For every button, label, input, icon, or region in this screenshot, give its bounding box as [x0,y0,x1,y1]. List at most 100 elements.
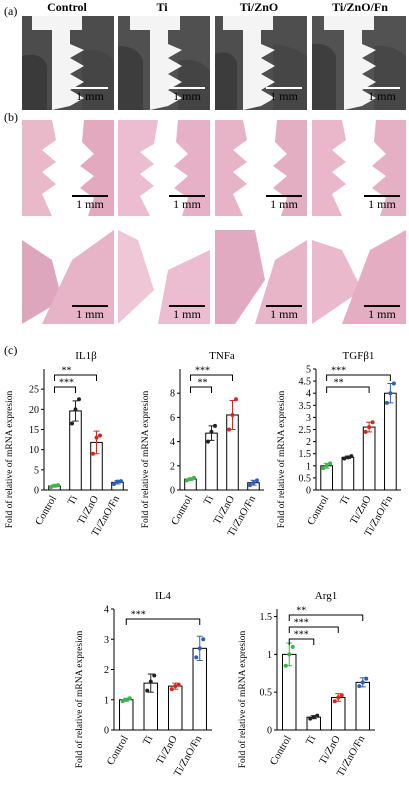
data-point [119,479,123,484]
data-point [120,699,125,704]
y-tick-label: 10 [29,445,39,456]
scale-bar-label: 1 mm [368,197,396,211]
y-axis-label: Fold of relative of mRNA expresion [237,631,248,769]
significance-label: *** [294,618,309,629]
significance-bracket [190,374,233,381]
data-point [251,480,256,485]
ct-image-ti-zno [215,16,307,110]
y-tick-label: 4 [170,437,175,448]
data-point [308,716,313,721]
scale-bar-label: 1 mm [173,197,201,211]
y-axis-label: Fold of relative of mRNA expresion [74,631,85,769]
data-point [248,483,252,488]
data-point [169,687,174,692]
chart-title: IL1β [75,350,97,362]
data-point [364,676,369,681]
significance-label: ** [296,606,306,617]
x-tick-label: Control [170,494,196,527]
ct-implant-graphic [215,16,307,110]
histology-overview-ti [118,120,210,216]
data-point [345,455,350,460]
x-tick-label: Control [268,734,294,767]
data-point [388,391,393,396]
ct-implant-graphic [118,16,210,110]
data-point [77,397,81,402]
x-tick-label: Ti/ZnO [155,734,180,767]
significance-label: *** [294,630,309,641]
data-point [290,644,295,649]
panel-b-label: (b) [4,110,18,124]
bar [168,685,183,731]
y-tick-label: 2.5 [299,425,312,436]
column-title-ti-zno-fn: Ti/ZnO/Fn [332,0,388,14]
data-point [363,429,368,434]
significance-bracket [326,374,391,381]
bar [384,392,397,491]
ct-implant-graphic [22,16,114,110]
bar [362,426,376,491]
significance-bracket [326,386,370,393]
histology-detail-control [22,230,114,324]
x-tick-label: Ti [202,494,216,507]
y-tick-label: 4.5 [299,377,312,388]
data-point [209,429,214,434]
histology-overview-control [22,120,114,216]
data-point [112,481,116,486]
y-tick-label: 0.5 [299,473,312,484]
significance-label: *** [59,378,74,389]
significance-label: ** [62,366,72,377]
y-tick-label: 25 [29,385,39,396]
significance-bracket [125,618,201,625]
y-tick-label: 3 [104,635,109,646]
data-point [227,427,231,432]
scale-bar-label: 1 mm [368,89,396,103]
bar [341,456,355,491]
significance-label: *** [131,610,146,621]
x-tick-label: Ti [141,734,155,747]
y-tick-label: 0 [34,486,39,497]
x-tick-label: Control [34,494,60,527]
x-tick-label: Ti/ZnO [318,734,343,767]
scale-bar-label: 1 mm [76,307,104,321]
data-point [188,477,193,482]
scale-bar-label: 1 mm [270,307,298,321]
data-point [201,637,206,642]
y-tick-label: 2 [104,665,109,676]
x-tick-label: Ti [304,734,318,747]
data-point [115,479,120,484]
y-axis-label: Fold of relative of mRNA expresion [276,391,287,529]
y-tick-label: 2 [170,461,175,472]
chart-tnfa: TNFa Fold of relative of mRNA expresion 0 2… [140,350,264,539]
y-axis-label: Fold of relative of mRNA expresion [4,391,15,529]
chart-title: IL4 [155,590,171,602]
x-tick-label: Control [105,734,131,767]
x-tick-label: Ti [66,494,80,507]
data-point [357,684,362,689]
scale-bar-label: 1 mm [76,89,104,103]
data-point [283,663,288,668]
y-tick-label: 0 [267,726,272,737]
panel-a-label: (a) [4,4,18,18]
data-point [321,466,326,471]
chart-title: TGFβ1 [343,350,375,362]
data-point [324,463,329,468]
data-point [176,682,181,687]
data-point [127,696,132,701]
y-tick-label: 20 [29,405,39,416]
data-point [255,478,259,483]
scale-bar-label: 1 mm [270,89,298,103]
significance-label: ** [198,378,208,389]
data-point [49,485,53,490]
data-point [91,451,95,456]
data-point [194,655,199,660]
scale-bar-label: 1 mm [368,307,396,321]
y-tick-label: 5 [34,465,39,476]
y-tick-label: 0 [104,726,109,737]
bar [119,699,134,731]
data-point [56,483,60,488]
panel-c-label: (c) [4,343,18,357]
data-point [192,475,196,480]
data-point [145,688,150,693]
data-point [70,421,74,426]
significance-bracket [288,614,364,621]
